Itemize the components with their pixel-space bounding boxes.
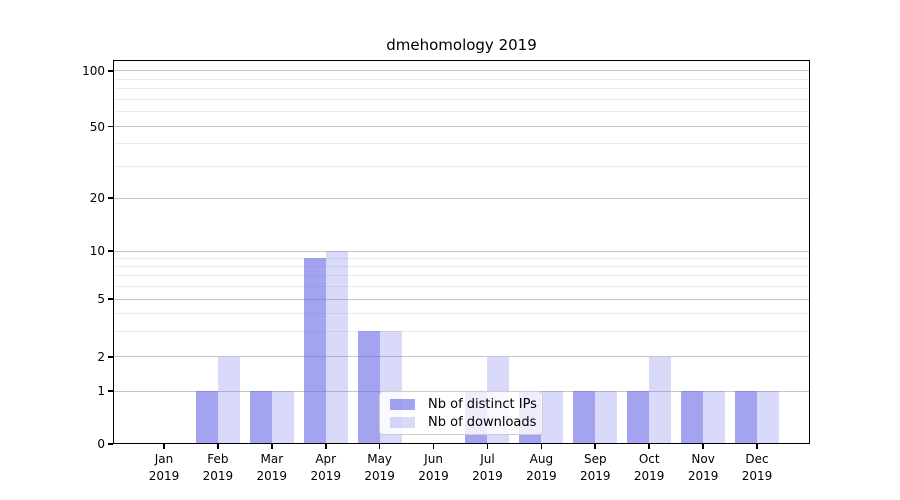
x-tick-label: Apr 2019 [310,452,341,483]
y-tick-mark [108,356,113,358]
gridline-major [113,197,810,199]
bar-downloads-feb [217,356,240,444]
x-tick-mark [540,444,543,449]
x-tick-label: Sep 2019 [579,452,611,483]
bar-downloads-sep [595,391,618,444]
x-tick-label: Nov 2019 [687,452,719,483]
y-tick-mark [108,390,113,392]
x-tick-label: May 2019 [364,452,395,483]
bar-downloads-dec [757,391,779,444]
bar-downloads-aug [541,391,564,444]
bar-downloads-mar [271,391,294,444]
gridline-minor [113,165,810,167]
gridline-major [113,126,810,127]
x-tick-label: Oct 2019 [633,452,665,483]
y-tick-mark [108,125,113,128]
bar-distinct-ips-may [357,331,380,444]
x-tick-mark [702,444,704,449]
gridline-minor [113,111,810,113]
gridline-minor [113,143,810,145]
y-tick-label: 100 [82,63,105,78]
x-tick-label: Jan 2019 [148,452,180,483]
x-tick-mark [594,444,597,449]
gridline-major [113,298,810,300]
legend-swatch-downloads-icon [390,416,415,428]
x-tick-mark [648,444,650,449]
legend-label-distinct-ips: Nb of distinct IPs [428,396,537,412]
y-tick-mark [108,298,113,300]
y-tick-mark [108,250,113,252]
x-tick-label: Aug 2019 [526,452,557,483]
bar-distinct-ips-feb [195,391,218,444]
gridline-minor [113,285,810,287]
gridline-major [113,356,810,358]
gridline-minor [113,257,810,259]
bar-distinct-ips-nov [681,391,704,444]
x-tick-mark [756,444,758,449]
legend-label-downloads: Nb of downloads [428,414,537,430]
gridline-minor [113,330,810,332]
chart-title: dmehomology 2019 [386,36,537,54]
y-tick-mark [108,70,113,72]
x-tick-mark [217,444,219,449]
bar-distinct-ips-sep [573,391,596,444]
legend-row-distinct-ips: Nb of distinct IPs [380,397,542,412]
gridline-minor [113,275,810,277]
gridline-minor [113,78,810,80]
gridline-minor [113,265,810,267]
legend-swatch-distinct-ips-icon [390,398,415,410]
bar-downloads-nov [703,391,726,444]
y-tick-label: 20 [89,191,105,205]
y-tick-mark [108,197,113,199]
x-tick-label: Jul 2019 [472,452,503,483]
y-tick-label: 1 [97,384,105,398]
bar-distinct-ips-apr [303,258,326,444]
bar-distinct-ips-dec [735,391,757,444]
x-tick-mark [432,444,435,449]
gridline-minor [113,312,810,314]
y-tick-label: 2 [97,349,105,364]
bar-downloads-oct [649,356,672,444]
gridline-minor [113,88,810,90]
bar-distinct-ips-oct [627,391,650,444]
gridline-major [113,250,810,252]
bar-distinct-ips-mar [249,391,272,444]
x-tick-label: Feb 2019 [202,452,234,483]
y-tick-label: 10 [89,244,105,258]
y-tick-label: 5 [97,292,105,306]
x-tick-label: Jun 2019 [418,452,449,483]
x-tick-label: Mar 2019 [256,452,288,483]
gridline-major [113,70,810,72]
y-tick-label: 0 [97,437,105,451]
legend-row-downloads: Nb of downloads [380,415,542,430]
x-tick-mark [378,444,381,449]
y-tick-mark [108,443,113,445]
x-tick-mark [163,444,165,449]
bar-downloads-apr [325,251,348,444]
x-tick-mark [324,444,327,449]
x-tick-mark [271,444,273,449]
y-tick-label: 50 [89,119,105,134]
plot-area: Nb of distinct IPs Nb of downloads [113,60,810,444]
gridline-minor [113,99,810,101]
x-tick-label: Dec 2019 [741,452,773,483]
legend: Nb of distinct IPs Nb of downloads [379,391,543,435]
x-tick-mark [486,444,489,449]
